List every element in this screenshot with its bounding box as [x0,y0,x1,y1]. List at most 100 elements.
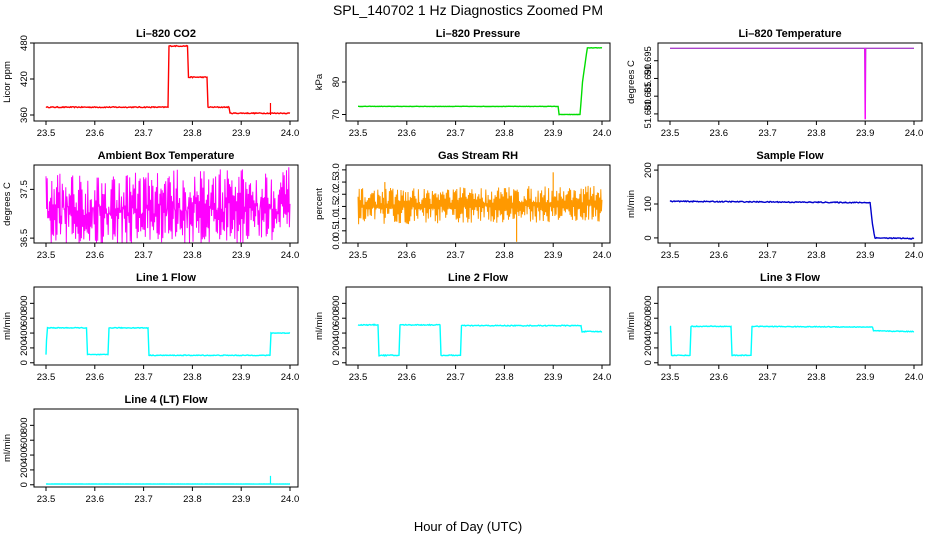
x-tick-label: 23.7 [134,250,153,261]
y-axis-label: kPa [314,73,325,90]
y-tick-label: 1.0 [331,212,342,225]
x-tick-label: 23.7 [446,372,465,383]
panel-title: Li–820 Temperature [738,28,841,40]
x-tick-label: 23.6 [86,372,105,383]
y-tick-label: 360 [19,107,30,123]
y-tick-label: 51.690 [643,64,654,93]
x-tick-label: 23.6 [86,494,105,505]
panel-rh: Gas Stream RH 23.5 23.6 23.7 23.8 23.9 24.0 0.0… [314,150,611,261]
plot-frame [33,164,299,244]
series-line [45,167,291,244]
plot-frame [657,42,923,122]
panel-sample-flow: Sample Flow 23.5 23.6 23.7 23.8 23.9 24.0 0 100 2… [626,150,923,261]
x-tick-label: 23.6 [86,250,105,261]
x-tick-label: 23.9 [544,250,563,261]
x-tick-label: 23.9 [232,128,251,139]
panel-title: Ambient Box Temperature [98,150,235,162]
x-tick-label: 23.7 [446,250,465,261]
x-tick-label: 23.6 [710,372,729,383]
y-tick-label: 2.0 [331,188,342,201]
x-tick-label: 23.5 [661,128,680,139]
x-tick-label: 23.5 [37,372,56,383]
y-tick-label: 80 [331,77,342,88]
x-tick-label: 23.5 [37,250,56,261]
panel-title: Line 1 Flow [136,272,196,284]
x-tick-label: 24.0 [593,250,612,261]
x-tick-label: 23.9 [232,372,251,383]
y-tick-label: 51.680 [643,99,654,128]
x-tick-label: 23.7 [134,494,153,505]
y-tick-label: 400 [643,325,654,341]
x-tick-label: 23.6 [710,128,729,139]
plot-frame [33,286,299,366]
y-tick-label: 36.5 [19,229,30,248]
series-line [669,200,915,240]
panel-title: Li–820 Pressure [436,28,520,40]
x-tick-label: 23.7 [758,128,777,139]
series-line [670,47,914,120]
y-tick-label: 0 [19,360,30,365]
x-tick-label: 23.6 [710,250,729,261]
y-axis-label: ml/min [314,312,325,340]
x-tick-label: 23.5 [37,494,56,505]
x-tick-label: 23.7 [758,372,777,383]
y-tick-label: 200 [331,340,342,356]
x-tick-label: 23.5 [37,128,56,139]
y-tick-label: 1.5 [331,200,342,213]
x-tick-label: 24.0 [905,128,924,139]
y-tick-label: 800 [19,295,30,311]
panel-line3-flow: Line 3 Flow 23.5 23.6 23.7 23.8 23.9 24.0 0 2004… [626,272,923,383]
y-tick-label: 0 [19,482,30,487]
x-tick-label: 23.9 [232,494,251,505]
x-tick-label: 23.6 [86,128,105,139]
x-tick-label: 24.0 [905,372,924,383]
x-tick-label: 23.8 [495,128,514,139]
y-axis-label: Licor ppm [2,61,13,103]
y-tick-label: 600 [19,310,30,326]
panel-line2-flow: Line 2 Flow 23.5 23.6 23.7 23.8 23.9 24.0 0 2004… [314,272,611,383]
y-tick-label: 800 [19,417,30,433]
x-tick-label: 23.8 [807,250,826,261]
panel-title: Li–820 CO2 [136,28,196,40]
panel-ambient-temp: Ambient Box Temperature 23.5 23.6 23.7 23.8 2… [2,150,299,261]
series-line [358,46,603,116]
y-tick-label: 400 [19,325,30,341]
y-tick-label: 200 [643,162,654,178]
x-tick-label: 24.0 [281,494,300,505]
y-tick-label: 420 [19,71,30,87]
x-tick-label: 23.7 [134,128,153,139]
plot-frame [657,164,923,244]
x-tick-label: 23.7 [446,128,465,139]
x-tick-label: 23.7 [134,372,153,383]
x-tick-label: 23.5 [349,250,368,261]
panel-title: Line 2 Flow [448,272,508,284]
y-axis-label: ml/min [2,312,13,340]
x-tick-label: 23.6 [398,250,417,261]
x-tick-label: 23.8 [495,250,514,261]
panel-licor-temp: Li–820 Temperature 23.5 23.6 23.7 23.8 23.9 24… [626,28,923,139]
y-tick-label: 3.0 [331,163,342,176]
panel-co2: Li–820 CO2 23.5 23.6 23.7 23.8 23.9 24.0 360 420… [2,28,299,139]
panel-title: Sample Flow [756,150,824,162]
plot-frame [33,42,299,122]
x-tick-label: 23.8 [807,128,826,139]
x-tick-label: 23.5 [349,128,368,139]
y-tick-label: 600 [331,310,342,326]
y-tick-label: 600 [19,432,30,448]
y-tick-label: 70 [331,109,342,120]
x-tick-label: 23.8 [183,250,202,261]
x-tick-label: 24.0 [281,128,300,139]
y-axis-label: ml/min [626,312,637,340]
y-tick-label: 600 [643,310,654,326]
y-axis-label: degrees C [2,182,13,226]
x-tick-label: 23.5 [349,372,368,383]
plot-frame [345,164,611,244]
x-tick-label: 23.9 [544,372,563,383]
y-tick-label: 800 [643,295,654,311]
y-tick-label: 400 [19,447,30,463]
y-tick-label: 51.695 [643,46,654,75]
y-tick-label: 0.0 [331,236,342,249]
series-line [357,185,603,225]
y-tick-label: 480 [19,35,30,51]
